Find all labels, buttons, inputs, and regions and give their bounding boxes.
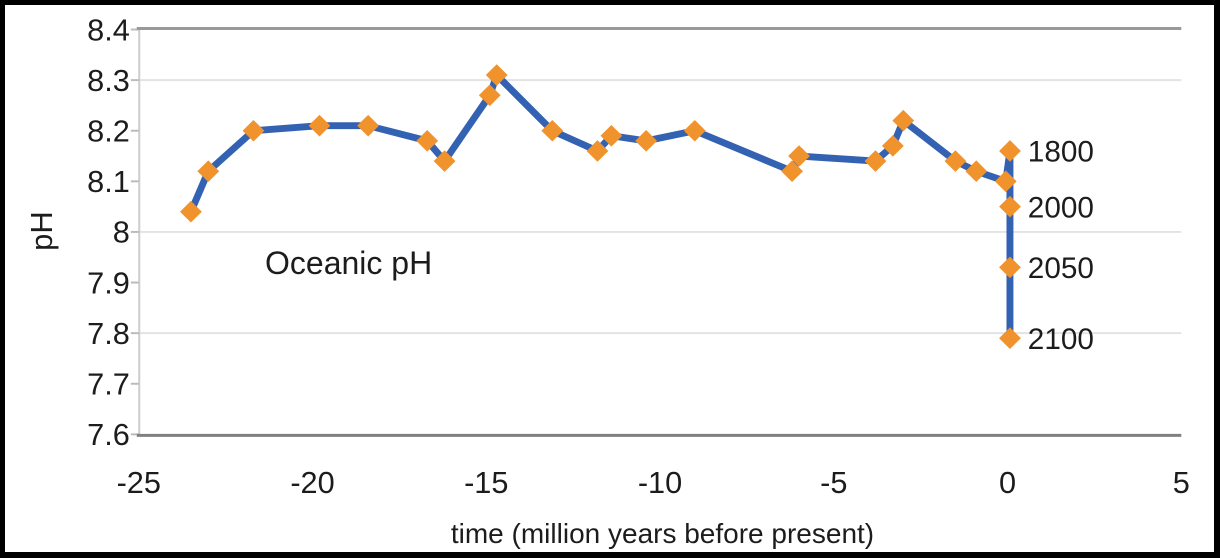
x-tick-label: -15	[464, 466, 508, 500]
data-point-marker	[999, 327, 1021, 349]
x-tick-label: -10	[638, 466, 682, 500]
x-tick-label: -20	[290, 466, 334, 500]
data-line	[187, 71, 1014, 342]
y-tick-label: 7.8	[87, 317, 130, 351]
data-point-marker	[892, 109, 915, 132]
y-tick-label: 7.7	[87, 368, 130, 402]
y-axis-title: pH	[24, 211, 59, 251]
data-point-marker	[965, 160, 988, 182]
data-point-marker	[308, 114, 331, 137]
x-tick-label: 0	[999, 466, 1016, 500]
y-tick-label: 7.9	[87, 266, 130, 300]
projection-year-label: 2050	[1028, 252, 1094, 285]
data-point-marker	[999, 195, 1021, 218]
data-point-marker	[999, 256, 1021, 279]
data-point-marker	[197, 160, 220, 182]
y-tick-label: 8.1	[87, 165, 130, 199]
y-tick-label: 8	[113, 216, 130, 250]
data-point-marker	[416, 130, 439, 152]
y-tick-label: 8.2	[87, 115, 130, 149]
x-tick-label: 5	[1173, 466, 1190, 500]
data-point-marker	[433, 150, 456, 172]
projection-year-label: 2100	[1028, 323, 1094, 356]
y-tick-label: 7.6	[87, 418, 130, 452]
data-point-marker	[881, 135, 904, 157]
data-point-marker	[999, 140, 1021, 162]
data-point-marker	[994, 170, 1017, 193]
x-tick-label: -5	[820, 466, 847, 500]
y-tick-label: 8.4	[87, 13, 130, 47]
x-axis-title: time (million years before present)	[450, 518, 875, 549]
data-point-marker	[541, 119, 564, 142]
data-point-marker	[357, 114, 380, 137]
projection-year-label: 1800	[1028, 136, 1094, 169]
data-point-marker	[864, 150, 887, 172]
data-point-marker	[683, 119, 706, 142]
data-point-marker	[635, 130, 658, 152]
y-tick-label: 8.3	[87, 64, 130, 98]
data-point-marker	[478, 84, 501, 107]
projection-year-label: 2000	[1028, 192, 1094, 225]
x-tick-label: -25	[117, 466, 161, 500]
data-point-marker	[485, 64, 508, 86]
oceanic-ph-line-chart: 7.6 7.7 7.8 7.9 8 8.1 8.2 8.3 8.4 -25 -20 -15 -10 -5 0…	[87, 13, 1190, 500]
data-point-marker	[180, 200, 202, 223]
data-point-marker	[242, 119, 265, 142]
data-point-marker	[600, 124, 623, 147]
series-annotation: Oceanic pH	[265, 245, 433, 281]
